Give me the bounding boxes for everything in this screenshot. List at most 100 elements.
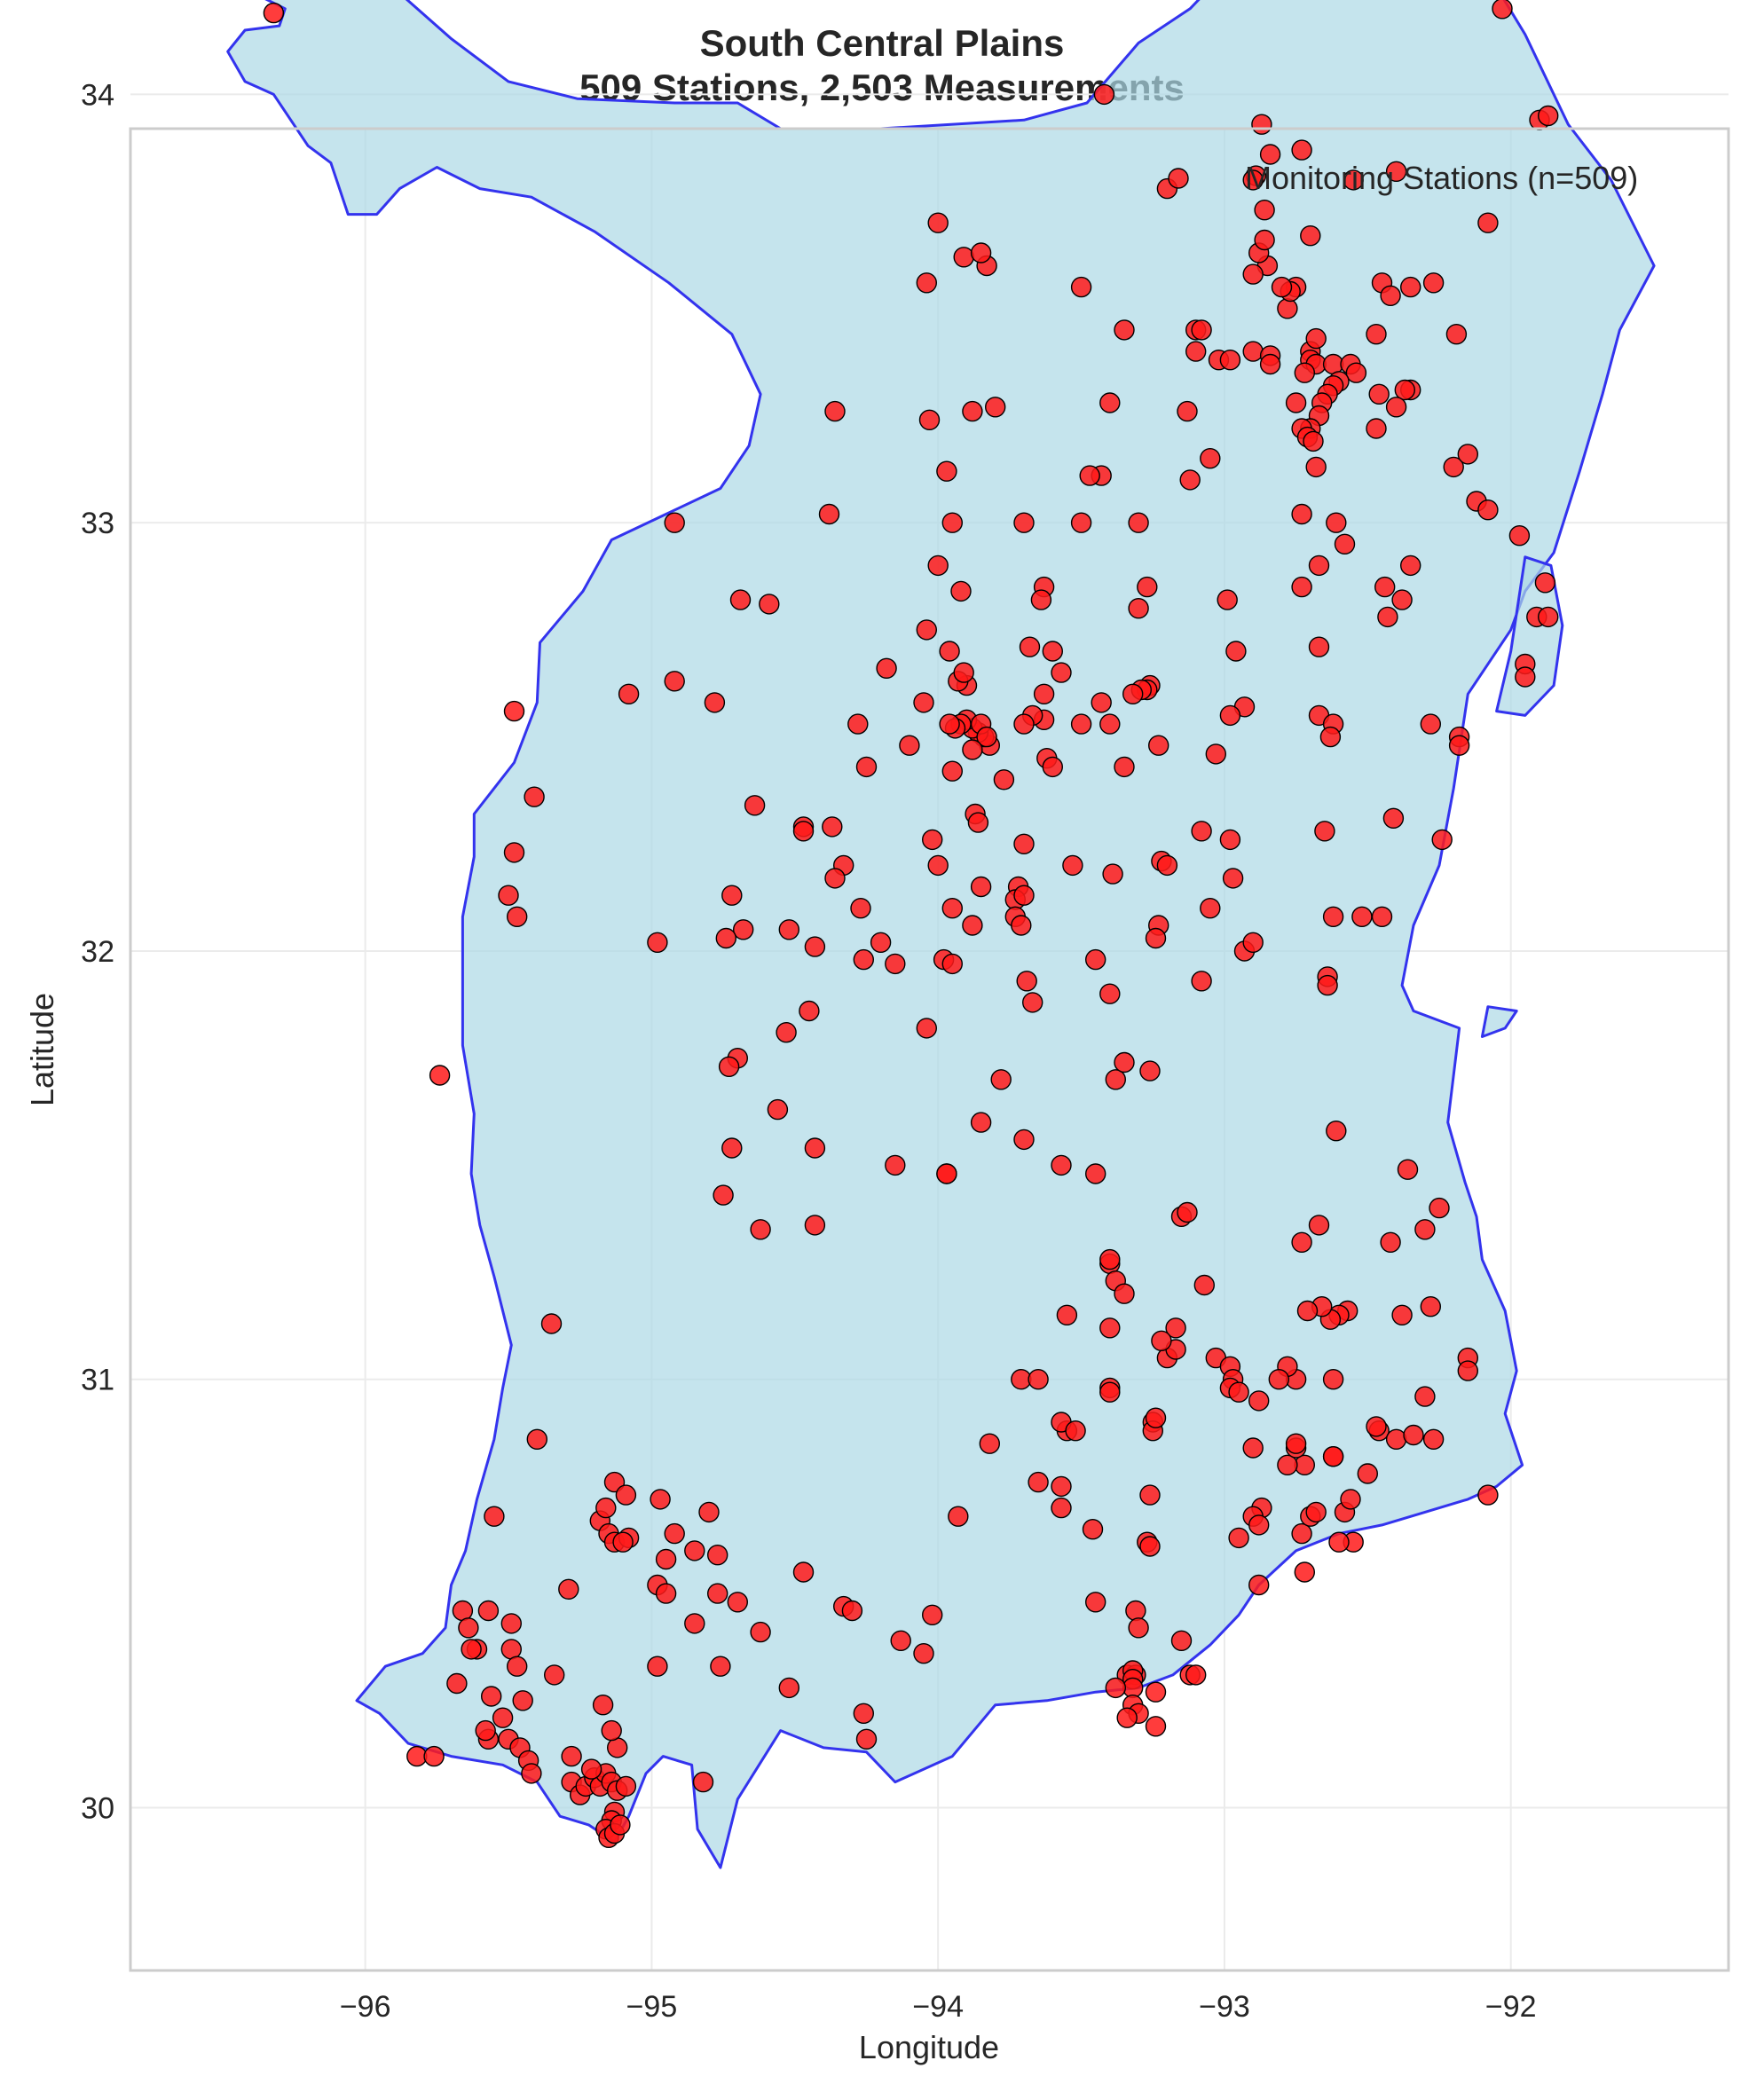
station-point: [1291, 503, 1312, 525]
station-point: [615, 1775, 637, 1797]
station-point: [561, 1745, 582, 1767]
station-point: [1079, 465, 1100, 486]
station-point: [1084, 1592, 1106, 1613]
station-point: [1151, 1330, 1172, 1352]
station-point: [423, 1745, 445, 1767]
station-point: [822, 816, 843, 838]
station-point: [967, 812, 989, 833]
station-point: [1028, 1368, 1049, 1390]
station-point: [953, 662, 974, 683]
station-point: [921, 1604, 943, 1626]
station-point: [1399, 554, 1421, 577]
station-point: [1145, 1407, 1167, 1428]
station-point: [526, 1428, 547, 1451]
station-point: [715, 927, 736, 949]
station-point: [1099, 983, 1121, 1004]
station-point: [1099, 1381, 1121, 1403]
legend-marker: [1168, 168, 1189, 189]
station-point: [1277, 1454, 1298, 1476]
station-point: [1091, 692, 1112, 713]
station-point: [950, 580, 972, 602]
station-point: [1422, 1428, 1445, 1451]
station-point: [936, 1163, 957, 1184]
station-point: [1013, 885, 1035, 906]
station-point: [429, 1065, 451, 1086]
station-point: [855, 1728, 878, 1750]
station-point: [1219, 350, 1241, 371]
station-point: [1285, 1433, 1307, 1454]
station-point: [1205, 743, 1227, 765]
station-point: [1114, 756, 1135, 778]
station-point: [1445, 324, 1468, 345]
station-point: [1191, 971, 1212, 992]
station-point: [1314, 821, 1335, 842]
station-point: [1422, 272, 1445, 294]
station-point: [1114, 319, 1135, 341]
station-point: [1515, 666, 1536, 688]
station-point: [984, 397, 1006, 418]
station-point: [1084, 1163, 1106, 1184]
station-point: [916, 1018, 938, 1039]
station-point: [650, 1489, 671, 1510]
y-tick-label: 32: [81, 935, 114, 969]
station-point: [855, 756, 878, 778]
legend: Monitoring Stations (n=509): [1168, 160, 1638, 196]
x-tick-label: −96: [340, 1990, 391, 2024]
station-point: [1308, 554, 1330, 577]
station-point: [1033, 683, 1055, 704]
station-point: [727, 1592, 748, 1613]
station-point: [610, 1814, 631, 1836]
station-point: [1268, 1368, 1290, 1390]
station-point: [899, 735, 920, 756]
station-point: [1042, 641, 1064, 662]
station-point: [521, 1763, 542, 1784]
station-point: [1114, 1283, 1135, 1304]
station-point: [1222, 868, 1244, 889]
station-point: [1145, 927, 1167, 949]
station-point: [500, 1613, 522, 1634]
station-point: [927, 212, 949, 233]
station-point: [1457, 1360, 1479, 1381]
station-point: [1228, 1381, 1249, 1403]
station-point: [1371, 906, 1393, 928]
station-point: [970, 1112, 992, 1133]
station-point: [1277, 298, 1298, 319]
station-point: [1322, 1368, 1344, 1390]
station-point: [990, 1069, 1012, 1090]
station-point: [1391, 1304, 1413, 1326]
station-point: [684, 1613, 705, 1634]
station-point: [1537, 606, 1559, 628]
station-point: [1128, 1617, 1149, 1639]
station-point: [804, 1215, 826, 1236]
station-point: [1254, 229, 1275, 251]
station-point: [941, 760, 964, 782]
station-point: [1093, 83, 1115, 106]
station-point: [1147, 735, 1169, 756]
station-point: [979, 1433, 1001, 1454]
station-point: [458, 1617, 479, 1639]
station-point: [1343, 169, 1364, 191]
station-point: [1534, 572, 1556, 594]
station-point: [664, 512, 685, 533]
station-point: [1030, 589, 1052, 610]
station-point: [744, 795, 766, 816]
station-point: [916, 619, 938, 641]
station-point: [792, 821, 815, 842]
station-point: [1443, 456, 1464, 478]
station-point: [1013, 713, 1035, 735]
station-point: [461, 1639, 482, 1660]
station-point: [1328, 1531, 1350, 1553]
station-point: [592, 1694, 614, 1716]
y-tick-label: 33: [81, 507, 114, 540]
station-point: [941, 898, 964, 919]
station-point: [481, 1686, 502, 1707]
station-point: [1322, 1445, 1344, 1467]
station-point: [475, 1719, 496, 1742]
station-point: [1366, 324, 1387, 345]
station-point: [1305, 1501, 1327, 1523]
station-point: [1326, 512, 1347, 533]
station-point: [1248, 1390, 1270, 1412]
station-point: [498, 885, 519, 906]
station-point: [1013, 833, 1035, 854]
station-point: [792, 1561, 815, 1583]
